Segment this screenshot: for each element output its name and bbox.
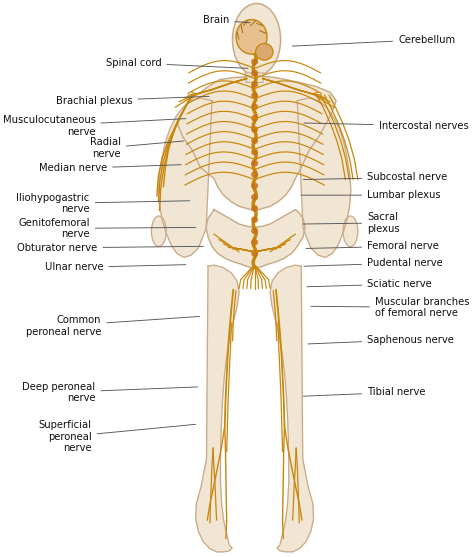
Ellipse shape [251,81,258,87]
Text: Subcostal nerve: Subcostal nerve [303,172,447,182]
Ellipse shape [251,126,258,133]
Ellipse shape [251,250,258,257]
Ellipse shape [251,160,258,167]
Text: Radial
nerve: Radial nerve [90,137,184,159]
Text: Brachial plexus: Brachial plexus [56,96,209,106]
Polygon shape [270,265,314,552]
Ellipse shape [251,70,258,76]
Ellipse shape [251,138,258,144]
Text: Saphenous nerve: Saphenous nerve [308,335,454,345]
Polygon shape [206,209,305,268]
Text: Iliohypogastric
nerve: Iliohypogastric nerve [17,193,190,214]
Polygon shape [297,98,351,257]
Text: Intercostal nerves: Intercostal nerves [304,121,468,131]
Polygon shape [177,76,336,211]
Ellipse shape [251,216,258,223]
Polygon shape [196,265,239,552]
Text: Cerebellum: Cerebellum [292,35,456,46]
Text: Sacral
plexus: Sacral plexus [303,212,400,234]
Text: Muscular branches
of femoral nerve: Muscular branches of femoral nerve [311,296,469,318]
Text: Ulnar nerve: Ulnar nerve [45,262,186,272]
Ellipse shape [251,194,258,201]
Text: Brain: Brain [203,15,250,25]
Ellipse shape [151,216,166,247]
Text: Pudental nerve: Pudental nerve [304,258,443,268]
Ellipse shape [251,171,258,178]
Ellipse shape [251,92,258,99]
Text: Sciatic nerve: Sciatic nerve [307,279,432,289]
Text: Median nerve: Median nerve [39,164,181,173]
Text: Femoral nerve: Femoral nerve [306,241,439,251]
Ellipse shape [251,205,258,212]
Polygon shape [246,73,264,82]
Ellipse shape [251,149,258,155]
Text: Lumbar plexus: Lumbar plexus [301,190,441,200]
Ellipse shape [251,104,258,110]
Ellipse shape [251,58,258,65]
Ellipse shape [236,19,267,54]
Ellipse shape [251,239,258,246]
Text: Superficial
peroneal
nerve: Superficial peroneal nerve [39,420,196,453]
Ellipse shape [343,216,358,247]
Ellipse shape [255,43,273,60]
Text: Tibial nerve: Tibial nerve [303,388,426,397]
Text: Genitofemoral
nerve: Genitofemoral nerve [18,218,196,240]
Ellipse shape [251,115,258,121]
Text: Spinal cord: Spinal cord [106,58,248,69]
Ellipse shape [251,183,258,189]
Polygon shape [158,98,212,257]
Ellipse shape [251,228,258,234]
Text: Obturator nerve: Obturator nerve [17,243,203,253]
Text: Common
peroneal nerve: Common peroneal nerve [26,315,200,336]
Text: Deep peroneal
nerve: Deep peroneal nerve [22,382,198,403]
Text: Musculocutaneous
nerve: Musculocutaneous nerve [2,115,186,136]
Ellipse shape [233,3,281,76]
